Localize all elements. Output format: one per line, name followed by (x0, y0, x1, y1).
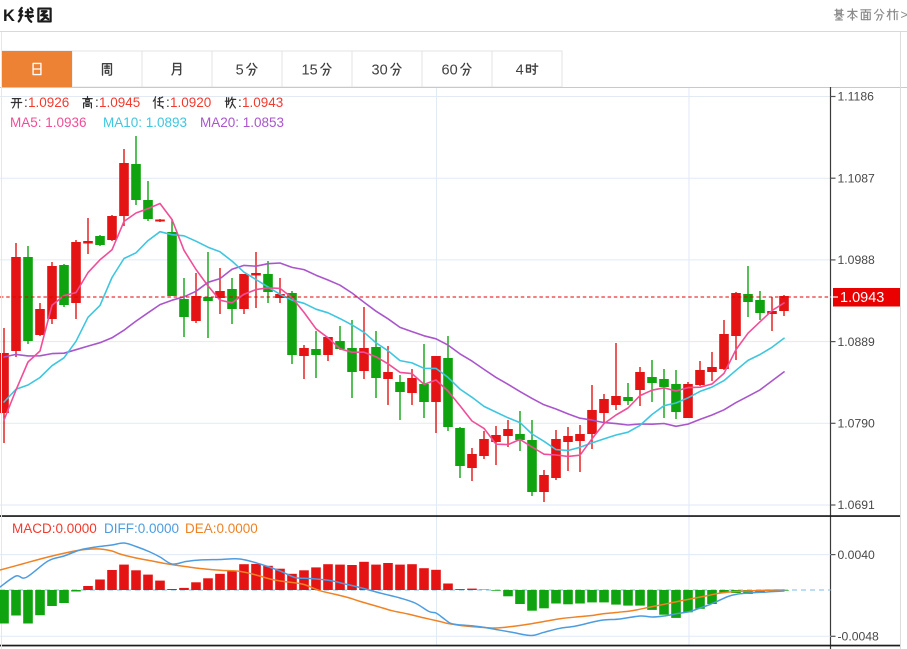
svg-text:K: K (3, 7, 15, 25)
svg-text:1.0920: 1.0920 (170, 95, 211, 110)
svg-text:1.0889: 1.0889 (838, 335, 875, 349)
svg-text:DEA:0.0000: DEA:0.0000 (185, 521, 258, 536)
svg-text::: : (95, 95, 99, 110)
svg-text:1.0790: 1.0790 (838, 417, 875, 431)
svg-text:1.0926: 1.0926 (28, 95, 69, 110)
svg-text:MA20: 1.0853: MA20: 1.0853 (200, 115, 284, 130)
svg-text:1.1186: 1.1186 (838, 90, 875, 104)
svg-text:60: 60 (442, 63, 458, 79)
svg-text:1.0943: 1.0943 (242, 95, 283, 110)
svg-text:MACD:0.0000: MACD:0.0000 (12, 521, 97, 536)
svg-text:30: 30 (372, 63, 388, 79)
svg-text:DIFF:0.0000: DIFF:0.0000 (104, 521, 179, 536)
svg-text:>: > (901, 8, 907, 22)
svg-text:1.0945: 1.0945 (99, 95, 140, 110)
svg-text:1.0943: 1.0943 (840, 290, 884, 306)
svg-text:5: 5 (236, 63, 244, 79)
svg-text:4: 4 (516, 63, 524, 79)
svg-text:15: 15 (302, 63, 318, 79)
svg-text:1.1087: 1.1087 (838, 171, 875, 185)
svg-text:-0.0048: -0.0048 (838, 630, 880, 644)
svg-text:0.0040: 0.0040 (838, 548, 875, 562)
svg-text:1.0691: 1.0691 (838, 498, 875, 512)
svg-text::: : (238, 95, 242, 110)
svg-text:MA5: 1.0936: MA5: 1.0936 (10, 115, 87, 130)
svg-text:MA10: 1.0893: MA10: 1.0893 (103, 115, 187, 130)
svg-text::: : (166, 95, 170, 110)
svg-text:1.0988: 1.0988 (838, 253, 875, 267)
svg-text::: : (24, 95, 28, 110)
